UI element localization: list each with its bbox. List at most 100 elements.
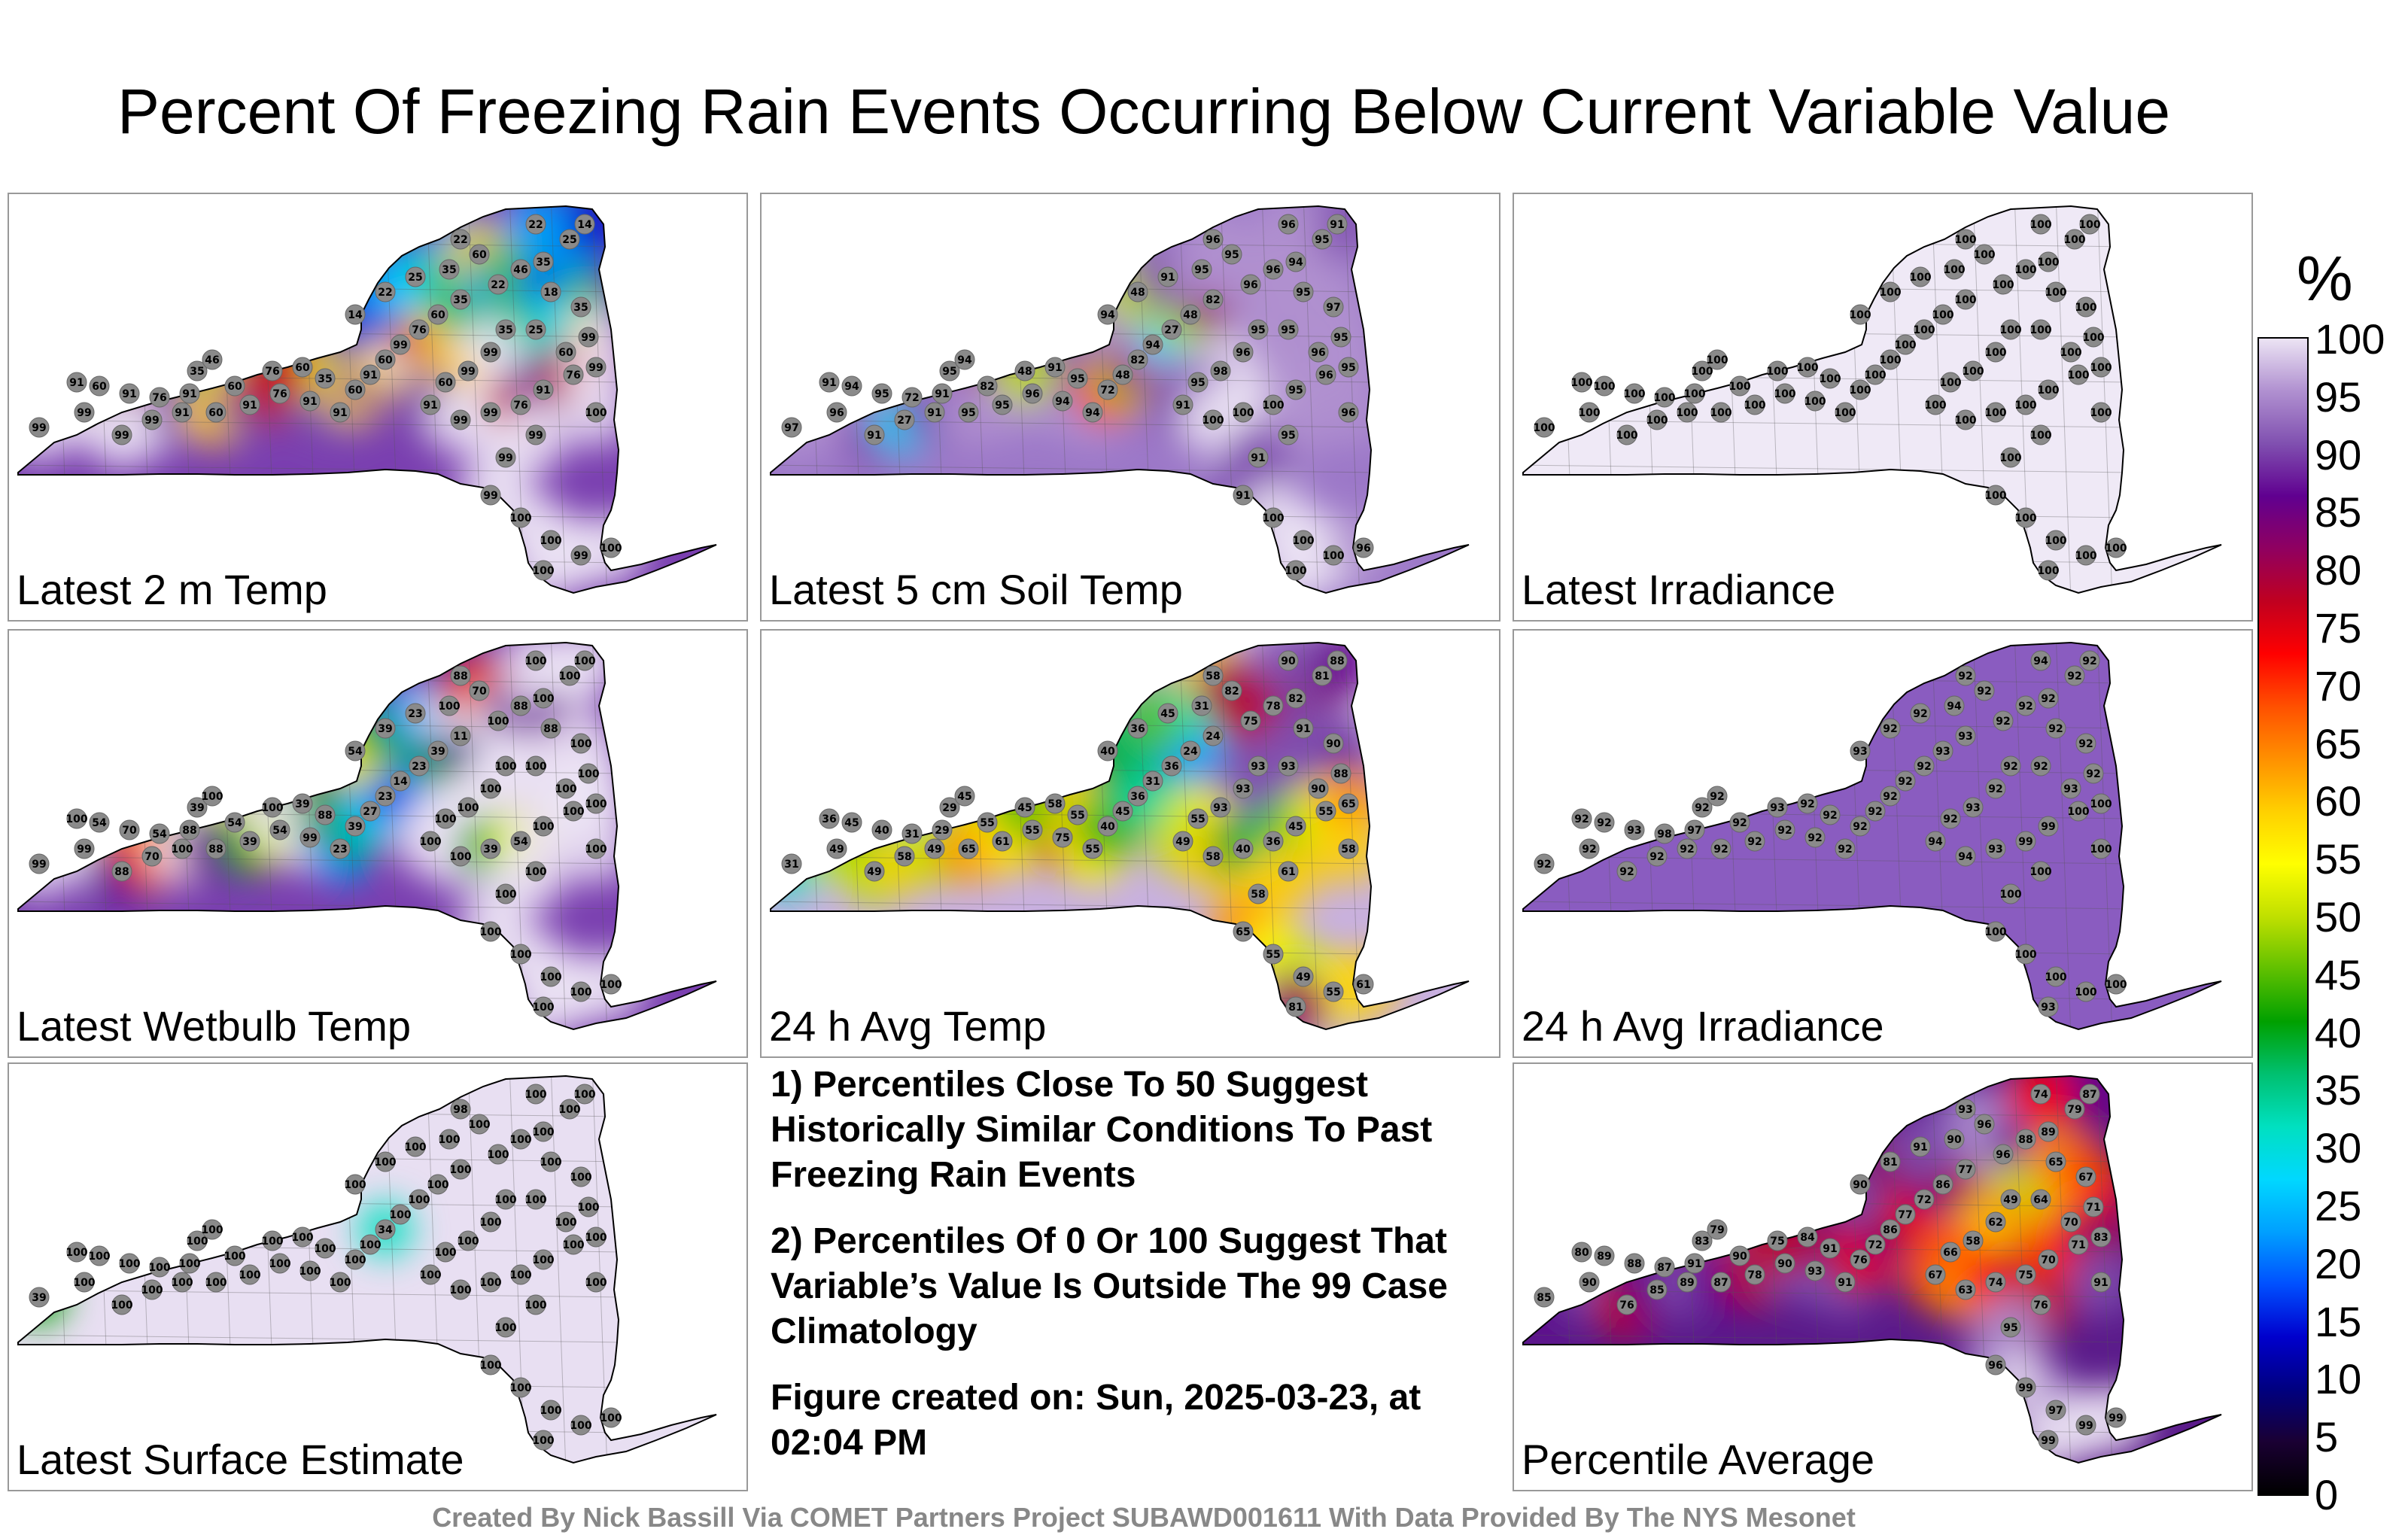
map-panel-surface-estimate: 39 100 100 100 100 100 100 100 100 100 100 100 100 10…: [8, 1062, 748, 1491]
station-marker: [826, 402, 847, 423]
station-value: 95: [1224, 249, 1239, 261]
station-marker: [1797, 793, 1818, 814]
station-marker: [172, 402, 193, 423]
station-value: 60: [227, 381, 242, 393]
station-marker: [2030, 1294, 2051, 1315]
station-marker: [1082, 838, 1103, 859]
station-marker: [2060, 1211, 2081, 1233]
station-value: 88: [1330, 655, 1344, 667]
note-1: 1) Percentiles Close To 50 Suggest Histo…: [771, 1065, 1433, 1195]
map-panel-irradiance: 100 100 100 100 100 100 100 100 100 100 100 100 100 1…: [1513, 193, 2253, 622]
station-marker: [563, 801, 584, 822]
station-marker: [540, 1151, 561, 1172]
station-marker: [480, 838, 501, 859]
station-marker: [1022, 383, 1043, 404]
station-value: 83: [1695, 1236, 1709, 1248]
station-value: 82: [1206, 294, 1220, 306]
station-marker: [1710, 838, 1732, 859]
station-marker: [540, 718, 561, 739]
station-value: 96: [1266, 264, 1280, 276]
station-marker: [450, 1279, 471, 1300]
station-value: 100: [1984, 926, 2006, 938]
station-marker: [585, 1272, 607, 1293]
station-marker: [480, 1354, 501, 1375]
station-marker: [450, 289, 471, 310]
station-marker: [1323, 545, 1344, 566]
station-value: 40: [1100, 821, 1115, 833]
station-marker: [1955, 1099, 1976, 1120]
station-value: 91: [1913, 1141, 1927, 1154]
station-value: 100: [558, 1104, 580, 1116]
station-value: 99: [483, 407, 497, 419]
station-value: 81: [1883, 1157, 1897, 1169]
station-marker: [1646, 846, 1668, 867]
station-value: 70: [2041, 1254, 2056, 1266]
station-value: 48: [1130, 287, 1145, 299]
station-value: 72: [1868, 1239, 1882, 1251]
station-value: 100: [1909, 272, 1931, 284]
station-marker: [540, 966, 561, 987]
station-marker: [405, 266, 426, 287]
station-marker: [375, 786, 396, 807]
station-marker: [1925, 831, 1946, 852]
station-marker: [901, 823, 923, 844]
station-value: 55: [980, 817, 994, 829]
station-marker: [574, 1084, 595, 1105]
station-value: 91: [175, 407, 189, 419]
station-marker: [1594, 375, 1615, 397]
station-value: 23: [378, 791, 392, 803]
station-marker: [187, 1230, 208, 1251]
station-marker: [2079, 1084, 2100, 1105]
station-value: 100: [329, 1277, 351, 1289]
station-value: 79: [1710, 1224, 1724, 1236]
station-value: 100: [1744, 400, 1765, 412]
station-value: 100: [2090, 843, 2112, 856]
station-value: 100: [438, 701, 460, 713]
station-marker: [510, 1264, 531, 1285]
station-value: 95: [1070, 373, 1084, 385]
station-value: 93: [1236, 783, 1250, 795]
station-value: 65: [1341, 798, 1355, 810]
station-marker: [841, 812, 862, 833]
station-marker: [2000, 755, 2021, 777]
station-value: 100: [148, 1262, 170, 1274]
station-value: 55: [1266, 949, 1280, 961]
panel-label: 24 h Avg Irradiance: [1522, 1002, 1884, 1050]
station-marker: [1233, 778, 1254, 799]
station-value: 92: [1977, 685, 1991, 698]
station-value: 100: [600, 1412, 622, 1424]
station-marker: [533, 1430, 554, 1451]
station-marker: [977, 375, 998, 397]
station-marker: [409, 319, 430, 340]
station-marker: [1820, 368, 1841, 389]
station-value: 100: [1962, 366, 1984, 378]
station-marker: [510, 394, 531, 415]
station-value: 93: [1966, 802, 1980, 814]
station-marker: [2015, 507, 2036, 528]
station-marker: [2030, 424, 2051, 445]
station-value: 91: [1838, 1277, 1852, 1289]
station-value: 87: [2082, 1089, 2096, 1101]
station-marker: [1616, 861, 1637, 882]
station-marker: [2030, 1189, 2051, 1210]
station-marker: [1315, 801, 1336, 822]
station-marker: [1263, 695, 1284, 716]
station-marker: [2000, 1317, 2021, 1338]
station-value: 45: [1017, 802, 1032, 814]
station-value: 99: [2078, 1420, 2093, 1432]
station-marker: [2000, 447, 2021, 468]
station-value: 100: [1954, 415, 1976, 427]
station-marker: [1914, 1189, 1935, 1210]
station-marker: [469, 1114, 490, 1135]
station-value: 93: [1770, 802, 1784, 814]
station-value: 62: [1988, 1217, 2002, 1229]
station-marker: [1797, 1226, 1818, 1248]
station-value: 87: [1713, 1277, 1728, 1289]
station-value: 14: [577, 219, 592, 231]
station-value: 100: [558, 670, 580, 682]
colorbar-tick-label: 85: [2315, 488, 2362, 536]
station-marker: [2015, 1264, 2036, 1285]
station-marker: [2015, 259, 2036, 280]
station-value: 65: [961, 843, 975, 856]
station-marker: [585, 357, 607, 378]
